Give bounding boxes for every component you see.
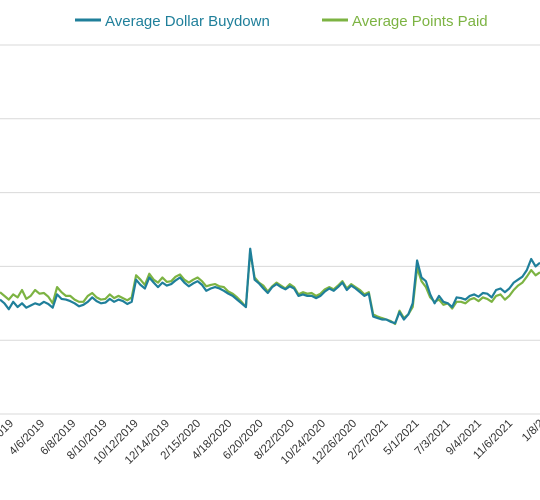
legend-label-dollar-buydown: Average Dollar Buydown	[105, 13, 270, 30]
series-lines	[0, 247, 540, 326]
x-axis-ticks: 20194/6/20196/8/20198/10/201910/12/20191…	[0, 418, 540, 467]
x-tick-label-17: 1/8/2	[520, 418, 540, 445]
gridlines	[0, 44, 540, 341]
legend-label-points-paid: Average Points Paid	[352, 13, 488, 30]
legend: Average Dollar Buydown Average Points Pa…	[75, 13, 488, 30]
x-tick-label-0: 2019	[0, 418, 16, 445]
series-line-points-paid	[0, 250, 540, 326]
series-line-dollar-buydown	[0, 247, 540, 325]
